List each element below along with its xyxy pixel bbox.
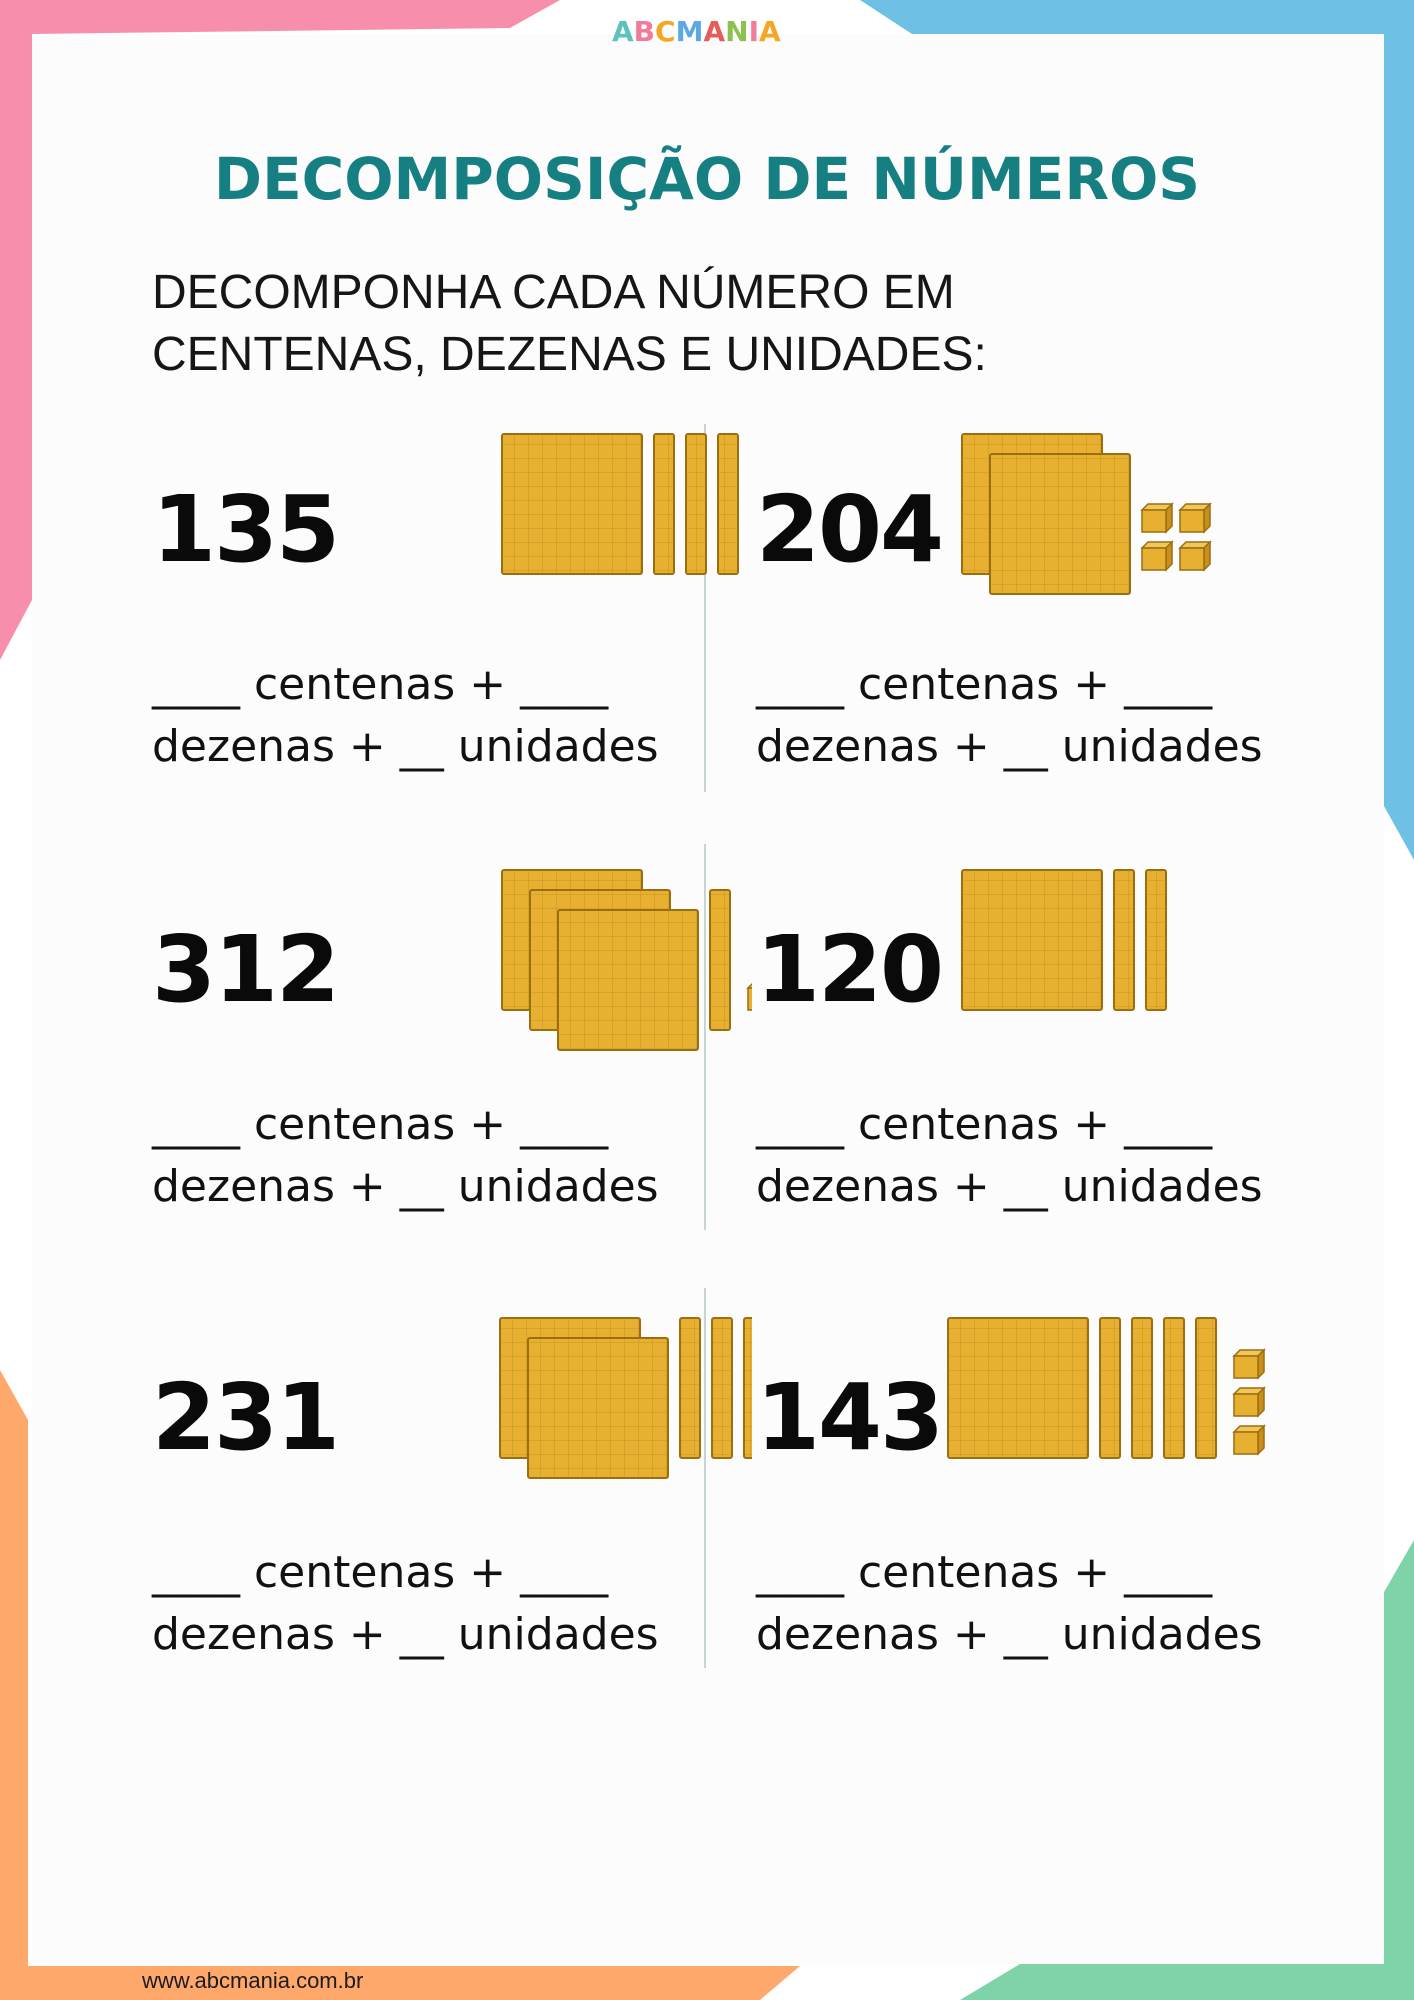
answer-lines: ____ centenas + ____dezenas + __ unidade… (756, 654, 1316, 778)
exercise-number: 231 (152, 1364, 340, 1471)
exercise-number: 143 (756, 1364, 944, 1471)
hundred-flat (961, 869, 1103, 1011)
base-ten-blocks (961, 869, 1167, 1011)
ten-rod (709, 889, 731, 1031)
answer-line-2: dezenas + __ unidades (152, 1161, 659, 1212)
ten-rod (743, 1317, 752, 1459)
answer-lines: ____ centenas + ____dezenas + __ unidade… (756, 1094, 1316, 1218)
ten-rod (711, 1317, 733, 1459)
answer-line-2: dezenas + __ unidades (152, 721, 659, 772)
exercise-135: 135 ____ centenas + ____dezenas + __ unid… (152, 433, 739, 816)
ten-rod (1195, 1317, 1217, 1459)
answer-line-1: ____ centenas + ____ (152, 1547, 609, 1598)
exercise-number: 120 (756, 916, 944, 1023)
column-divider-2 (704, 844, 706, 1230)
unit-cube (746, 982, 752, 1011)
base-ten-blocks (947, 1317, 1266, 1459)
answer-line-1: ____ centenas + ____ (756, 1099, 1213, 1150)
unit-cube (1232, 1386, 1266, 1418)
logo-text: ABCMANIA (612, 14, 781, 48)
answer-lines: ____ centenas + ____dezenas + __ unidade… (152, 654, 712, 778)
page-title: DECOMPOSIÇÃO DE NÚMEROS (213, 145, 1201, 213)
answer-line-1: ____ centenas + ____ (152, 1099, 609, 1150)
answer-line-2: dezenas + __ unidades (756, 1609, 1263, 1660)
exercise-number: 135 (152, 476, 340, 583)
instruction-line-2: CENTENAS, DEZENAS E UNIDADES: (152, 328, 987, 381)
hundred-flat (501, 433, 643, 575)
unit-cube (1232, 1348, 1266, 1380)
unit-cube (1140, 540, 1174, 572)
ten-rod (653, 433, 675, 575)
hundred-flat (527, 1337, 669, 1479)
base-ten-blocks (499, 1317, 752, 1479)
abcmania-logo: ABCMANIA (612, 12, 781, 50)
hundred-flat (989, 453, 1131, 595)
answer-lines: ____ centenas + ____dezenas + __ unidade… (756, 1542, 1316, 1666)
ten-rod (679, 1317, 701, 1459)
hundred-flat (557, 909, 699, 1051)
answer-line-1: ____ centenas + ____ (756, 1547, 1213, 1598)
hundred-flat (947, 1317, 1089, 1459)
column-divider-3 (704, 1288, 706, 1668)
ten-rod (1099, 1317, 1121, 1459)
base-ten-blocks (961, 433, 1212, 595)
ten-rod (717, 433, 739, 575)
exercise-312: 312 ____ centenas + ____dezenas + __ unid… (152, 869, 752, 1256)
unit-cube (1178, 502, 1212, 534)
answer-line-2: dezenas + __ unidades (152, 1609, 659, 1660)
footer-url: www.abcmania.com.br (142, 1968, 364, 1993)
unit-cube (1232, 1424, 1266, 1456)
answer-line-1: ____ centenas + ____ (756, 659, 1213, 710)
answer-lines: ____ centenas + ____dezenas + __ unidade… (152, 1542, 712, 1666)
instruction-text: DECOMPONHA CADA NÚMERO EM CENTENAS, DEZE… (152, 262, 1052, 386)
ten-rod (685, 433, 707, 575)
ten-rod (1145, 869, 1167, 1011)
base-ten-blocks (501, 433, 739, 575)
answer-line-2: dezenas + __ unidades (756, 1161, 1263, 1212)
answer-lines: ____ centenas + ____dezenas + __ unidade… (152, 1094, 712, 1218)
ten-rod (1131, 1317, 1153, 1459)
exercise-143: 143 ____ centenas + ____dezenas + __ unid… (756, 1317, 1316, 1704)
instruction-line-1: DECOMPONHA CADA NÚMERO EM (152, 266, 955, 319)
unit-cube (1178, 540, 1212, 572)
column-divider-1 (704, 424, 706, 792)
exercise-number: 204 (756, 476, 944, 583)
exercise-231: 231 ____ centenas + ____dezenas + __ unid… (152, 1317, 752, 1704)
exercise-204: 204 ____ centenas + ____dezenas + __ unid… (756, 433, 1316, 816)
answer-line-1: ____ centenas + ____ (152, 659, 609, 710)
unit-cube (1140, 502, 1174, 534)
base-ten-blocks (501, 869, 752, 1051)
exercise-number: 312 (152, 916, 340, 1023)
answer-line-2: dezenas + __ unidades (756, 721, 1263, 772)
ten-rod (1163, 1317, 1185, 1459)
exercise-120: 120 ____ centenas + ____dezenas + __ unid… (756, 869, 1316, 1256)
ten-rod (1113, 869, 1135, 1011)
